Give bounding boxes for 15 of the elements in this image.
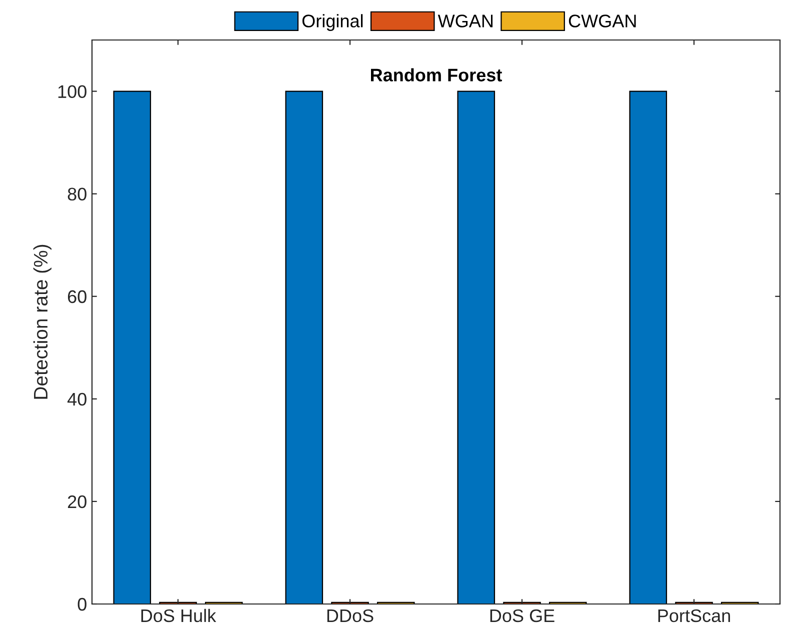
y-tick-label: 100 bbox=[58, 85, 86, 98]
text: Random Forest bbox=[371, 68, 502, 82]
legend-label: Original bbox=[302, 14, 363, 31]
y-tick-label: 0 bbox=[78, 598, 86, 611]
x-tick-label: DoS GE bbox=[490, 609, 554, 622]
x-tick-label: DDoS bbox=[327, 609, 374, 622]
legend-label: WGAN bbox=[438, 14, 493, 28]
y-axis-title: Detection rate (%) bbox=[33, 244, 52, 399]
y-tick-label: 20 bbox=[68, 495, 86, 508]
y-tick-label: 40 bbox=[67, 392, 86, 406]
x-tick-label: DoS Hulk bbox=[141, 608, 216, 622]
x-tick-label: PortScan bbox=[658, 609, 730, 622]
y-tick-label: 80 bbox=[68, 188, 86, 201]
legend-label: CWGAN bbox=[568, 14, 636, 28]
y-tick-label: 60 bbox=[68, 290, 86, 304]
